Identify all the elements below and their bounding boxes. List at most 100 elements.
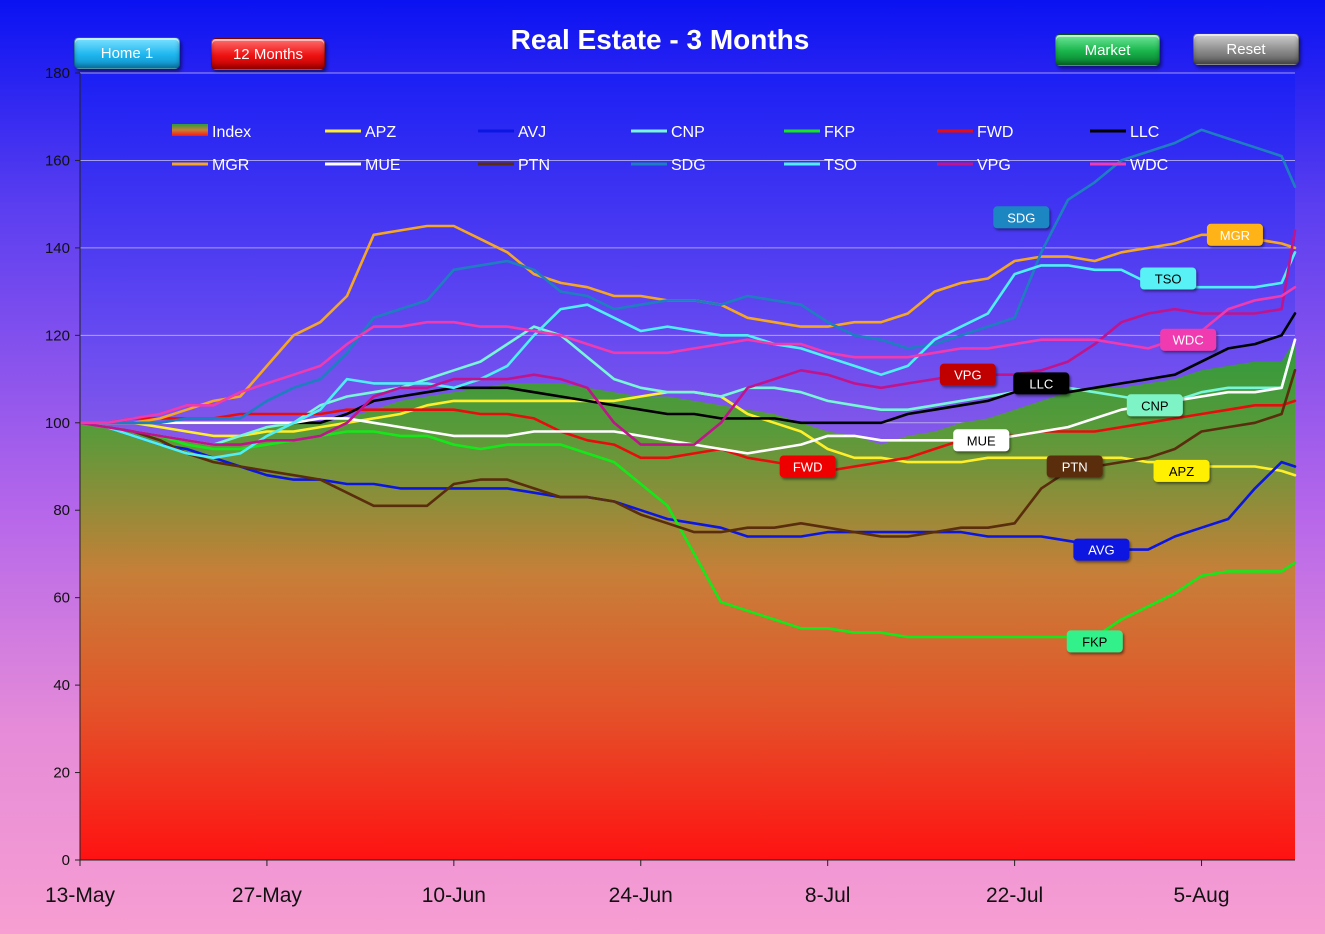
series-label-mgr: MGR (1206, 223, 1263, 246)
series-label-cnp: CNP (1126, 394, 1183, 417)
legend: Index APZ AVJ CNP FKP FWD LLC MGR MUE PTN SDG TSO VP… (172, 124, 1168, 174)
legend-item-ptn: PTN (478, 157, 550, 174)
legend-item-vpg: VPG (937, 157, 1011, 174)
series-label-box (779, 455, 836, 478)
y-tick-label: 80 (53, 502, 70, 519)
y-tick-label: 180 (45, 65, 70, 82)
x-axis: 13-May 27-May 10-Jun 24-Jun 8-Jul 22-Jul 5-Aug (45, 859, 1295, 907)
x-tick-label: 22-Jul (986, 884, 1043, 907)
series-label-tso: TSO (1140, 267, 1197, 290)
legend-label: SDG (671, 157, 706, 174)
y-tick-label: 0 (62, 852, 70, 869)
legend-label: APZ (365, 124, 396, 141)
home-button[interactable]: Home 1 (74, 37, 180, 69)
chart-title: Real Estate - 3 Months (510, 24, 810, 55)
legend-item-fwd: FWD (937, 124, 1013, 141)
series-label-box (939, 363, 996, 386)
legend-label: WDC (1130, 157, 1168, 174)
series-line-tso (78, 251, 1297, 460)
y-tick-label: 120 (45, 327, 70, 344)
market-button[interactable]: Market (1055, 34, 1160, 66)
x-tick-label: 24-Jun (609, 884, 673, 907)
x-tick-label: 13-May (45, 884, 116, 907)
series-label-fkp: FKP (1066, 630, 1123, 653)
legend-item-tso: TSO (784, 157, 857, 174)
series-label-text: APZ (1169, 464, 1194, 479)
index-area-group (80, 339, 1295, 860)
legend-label: MUE (365, 157, 401, 174)
series-label-text: AVG (1088, 543, 1115, 558)
legend-item-llc: LLC (1090, 124, 1159, 141)
series-label-box (1126, 394, 1183, 417)
x-tick-label: 8-Jul (805, 884, 851, 907)
legend-swatch (172, 124, 208, 136)
series-label-text: SDG (1007, 210, 1035, 225)
series-label-text: MUE (967, 433, 996, 448)
series-label-avg: AVG (1073, 538, 1130, 561)
legend-item-wdc: WDC (1090, 157, 1168, 174)
series-line-fwd (78, 399, 1297, 473)
series-label-text: VPG (954, 368, 981, 383)
series-label-box (953, 429, 1010, 452)
legend-label: LLC (1130, 124, 1159, 141)
series-label-text: PTN (1062, 460, 1088, 475)
series-label-box (1073, 538, 1130, 561)
series-label-text: LLC (1029, 376, 1053, 391)
legend-item-mgr: MGR (172, 157, 249, 174)
twelve-months-button[interactable]: 12 Months (211, 38, 325, 70)
series-label-fwd: FWD (779, 455, 836, 478)
legend-item-cnp: CNP (631, 124, 705, 141)
index-area (80, 339, 1295, 860)
legend-label: VPG (977, 157, 1011, 174)
y-tick-label: 100 (45, 415, 70, 432)
y-tick-label: 20 (53, 765, 70, 782)
legend-item-sdg: SDG (631, 157, 706, 174)
x-tick-label: 10-Jun (422, 884, 486, 907)
legend-item-avj: AVJ (478, 124, 546, 141)
y-tick-label: 160 (45, 152, 70, 169)
series-label-mue: MUE (953, 429, 1010, 452)
series-label-text: FKP (1082, 634, 1107, 649)
series-label-box (1013, 372, 1070, 395)
legend-label: TSO (824, 157, 857, 174)
legend-label: AVJ (518, 124, 546, 141)
legend-item-fkp: FKP (784, 124, 855, 141)
series-label-ptn: PTN (1046, 455, 1103, 478)
x-tick-label: 5-Aug (1174, 884, 1230, 907)
legend-label: CNP (671, 124, 705, 141)
legend-label: Index (212, 124, 251, 141)
series-label-apz: APZ (1153, 459, 1210, 482)
series-label-box (1206, 223, 1263, 246)
series-line-wdc (78, 285, 1297, 425)
series-line-vpg (78, 229, 1297, 446)
legend-item-apz: APZ (325, 124, 396, 141)
series-label-vpg: VPG (939, 363, 996, 386)
series-label-box (1140, 267, 1197, 290)
legend-label: MGR (212, 157, 249, 174)
y-tick-label: 60 (53, 590, 70, 607)
legend-label: FKP (824, 124, 855, 141)
series-labels: SDG MGR TSO WDC VPG LLC CNP MUE FWD PTN APZ AVG FKP (779, 206, 1263, 653)
series-label-text: WDC (1173, 333, 1204, 348)
series-label-llc: LLC (1013, 372, 1070, 395)
series-line-sdg (78, 128, 1297, 425)
series-label-box (1160, 328, 1217, 351)
series-label-text: CNP (1141, 398, 1168, 413)
series-label-text: TSO (1155, 271, 1182, 286)
series-label-box (993, 206, 1050, 229)
series-lines (78, 128, 1297, 639)
y-tick-label: 40 (53, 677, 70, 694)
series-label-wdc: WDC (1160, 328, 1217, 351)
legend-label: PTN (518, 157, 550, 174)
series-label-box (1046, 455, 1103, 478)
legend-item-mue: MUE (325, 157, 401, 174)
x-tick-label: 27-May (232, 884, 303, 907)
legend-label: FWD (977, 124, 1013, 141)
reset-button[interactable]: Reset (1193, 33, 1299, 65)
series-label-text: FWD (793, 460, 823, 475)
series-line-cnp (78, 325, 1297, 446)
series-label-box (1153, 459, 1210, 482)
legend-item-index: Index (172, 124, 251, 141)
